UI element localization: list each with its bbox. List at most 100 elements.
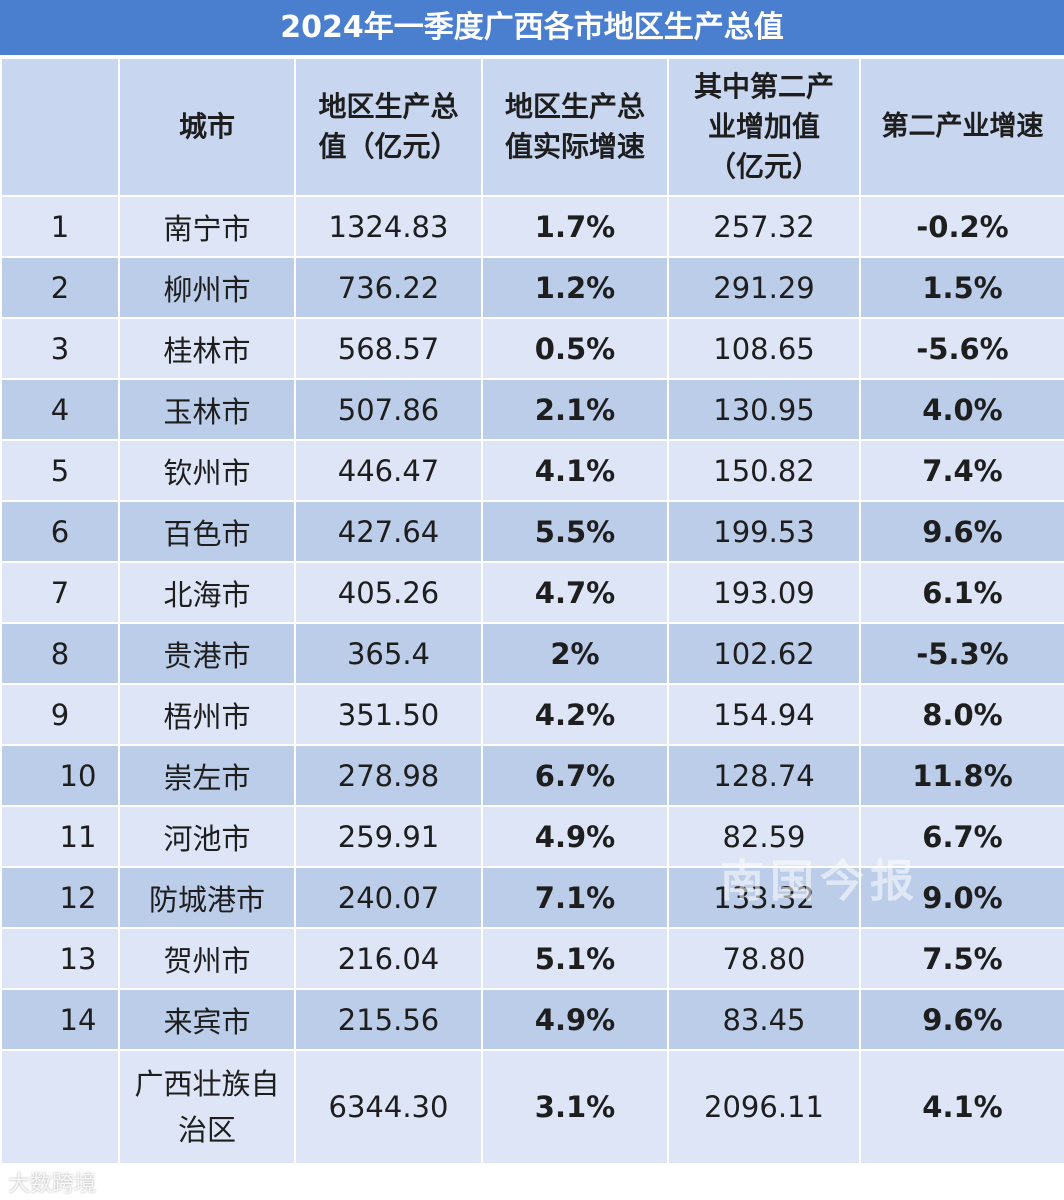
- cell-secondary-growth: 6.1%: [859, 561, 1064, 624]
- table-row: 7 北海市 405.26 4.7% 193.09 6.1%: [0, 561, 1064, 624]
- cell-gdp: 1324.83: [294, 195, 483, 258]
- cell-secondary: 154.94: [667, 683, 861, 746]
- cell-gdp-growth: 4.9%: [481, 805, 669, 868]
- table-row: 13 贺州市 216.04 5.1% 78.80 7.5%: [0, 927, 1064, 990]
- cell-secondary: 128.74: [667, 744, 861, 807]
- cell-city: 贵港市: [118, 622, 296, 685]
- header-secondary-growth-label: 第二产业增速: [881, 111, 1044, 142]
- table-header-row: 城市 地区生产总值（亿元） 地区生产总值实际增速 其中第二产业增加值（亿元） 第…: [0, 57, 1064, 197]
- cell-secondary-growth: 8.0%: [859, 683, 1064, 746]
- table-row: 5 钦州市 446.47 4.1% 150.82 7.4%: [0, 439, 1064, 502]
- cell-city: 河池市: [118, 805, 296, 868]
- cell-city: 桂林市: [118, 317, 296, 380]
- cell-city: 柳州市: [118, 256, 296, 319]
- cell-city: 来宾市: [118, 988, 296, 1051]
- cell-city: 钦州市: [118, 439, 296, 502]
- cell-rank: 8: [0, 622, 120, 685]
- cell-secondary-growth: 11.8%: [859, 744, 1064, 807]
- table-body: 1 南宁市 1324.83 1.7% 257.32 -0.2% 2 柳州市 736.22 1.2%…: [0, 195, 1064, 1165]
- cell-city: 崇左市: [118, 744, 296, 807]
- cell-secondary: 82.59: [667, 805, 861, 868]
- header-gdp-growth: 地区生产总值实际增速: [481, 57, 669, 197]
- cell-secondary: 108.65: [667, 317, 861, 380]
- header-secondary-label: 其中第二产业增加值（亿元）: [693, 70, 834, 183]
- cell-secondary: 133.32: [667, 866, 861, 929]
- cell-rank: 3: [0, 317, 120, 380]
- cell-secondary-growth: -5.6%: [859, 317, 1064, 380]
- cell-city: 玉林市: [118, 378, 296, 441]
- table-row: 3 桂林市 568.57 0.5% 108.65 -5.6%: [0, 317, 1064, 380]
- cell-rank: 9: [0, 683, 120, 746]
- total-secondary-growth: 4.1%: [859, 1049, 1064, 1165]
- cell-secondary: 78.80: [667, 927, 861, 990]
- cell-gdp-growth: 4.9%: [481, 988, 669, 1051]
- cell-rank: 6: [0, 500, 120, 563]
- newspaper-watermark: 南国今报: [720, 856, 920, 907]
- cell-gdp: 351.50: [294, 683, 483, 746]
- table-row: 1 南宁市 1324.83 1.7% 257.32 -0.2%: [0, 195, 1064, 258]
- cell-rank: 12: [0, 866, 120, 929]
- table-row: 12 防城港市 240.07 7.1% 133.32 9.0%: [0, 866, 1064, 929]
- cell-gdp: 736.22: [294, 256, 483, 319]
- table-row: 11 河池市 259.91 4.9% 82.59 6.7%: [0, 805, 1064, 868]
- cell-gdp: 568.57: [294, 317, 483, 380]
- table-row-total: 广西壮族自治区 6344.30 3.1% 2096.11 4.1%: [0, 1049, 1064, 1165]
- cell-secondary-growth: 6.7%: [859, 805, 1064, 868]
- header-gdp-label: 地区生产总值（亿元）: [318, 90, 459, 163]
- cell-secondary-growth: 7.5%: [859, 927, 1064, 990]
- cell-gdp-growth: 1.7%: [481, 195, 669, 258]
- header-gdp-growth-label: 地区生产总值实际增速: [504, 90, 645, 163]
- cell-gdp-growth: 4.1%: [481, 439, 669, 502]
- header-secondary-growth: 第二产业增速: [859, 57, 1064, 197]
- cell-secondary-growth: 7.4%: [859, 439, 1064, 502]
- cell-rank: 13: [0, 927, 120, 990]
- cell-gdp: 365.4: [294, 622, 483, 685]
- cell-gdp-growth: 6.7%: [481, 744, 669, 807]
- cell-rank: 7: [0, 561, 120, 624]
- cell-secondary: 102.62: [667, 622, 861, 685]
- cell-rank: 14: [0, 988, 120, 1051]
- cell-city: 防城港市: [118, 866, 296, 929]
- cell-gdp: 216.04: [294, 927, 483, 990]
- cell-gdp-growth: 5.5%: [481, 500, 669, 563]
- table-row: 8 贵港市 365.4 2% 102.62 -5.3%: [0, 622, 1064, 685]
- total-secondary: 2096.11: [667, 1049, 861, 1165]
- cell-gdp: 259.91: [294, 805, 483, 868]
- table-row: 2 柳州市 736.22 1.2% 291.29 1.5%: [0, 256, 1064, 319]
- header-rank: [0, 57, 120, 197]
- cell-gdp: 405.26: [294, 561, 483, 624]
- cell-rank: 11: [0, 805, 120, 868]
- cell-gdp-growth: 1.2%: [481, 256, 669, 319]
- cell-gdp: 278.98: [294, 744, 483, 807]
- cell-secondary-growth: -5.3%: [859, 622, 1064, 685]
- cell-secondary: 83.45: [667, 988, 861, 1051]
- table-row: 4 玉林市 507.86 2.1% 130.95 4.0%: [0, 378, 1064, 441]
- cell-secondary: 130.95: [667, 378, 861, 441]
- total-city: 广西壮族自治区: [118, 1049, 296, 1165]
- table-title: 2024年一季度广西各市地区生产总值: [0, 0, 1064, 55]
- total-gdp: 6344.30: [294, 1049, 483, 1165]
- cell-gdp-growth: 5.1%: [481, 927, 669, 990]
- cell-secondary: 257.32: [667, 195, 861, 258]
- cell-secondary-growth: 9.6%: [859, 500, 1064, 563]
- cell-secondary: 150.82: [667, 439, 861, 502]
- cell-gdp-growth: 4.2%: [481, 683, 669, 746]
- cell-city: 梧州市: [118, 683, 296, 746]
- cell-rank: 2: [0, 256, 120, 319]
- cell-city: 南宁市: [118, 195, 296, 258]
- cell-secondary: 193.09: [667, 561, 861, 624]
- cell-secondary: 291.29: [667, 256, 861, 319]
- cell-secondary-growth: 1.5%: [859, 256, 1064, 319]
- cell-rank: 5: [0, 439, 120, 502]
- table-row: 6 百色市 427.64 5.5% 199.53 9.6%: [0, 500, 1064, 563]
- cell-city: 贺州市: [118, 927, 296, 990]
- cell-secondary-growth: 9.6%: [859, 988, 1064, 1051]
- total-city-label: 广西壮族自治区: [134, 1067, 280, 1147]
- source-watermark: 大数跨境: [8, 1172, 97, 1197]
- cell-gdp: 446.47: [294, 439, 483, 502]
- cell-rank: 4: [0, 378, 120, 441]
- cell-city: 百色市: [118, 500, 296, 563]
- table-row: 9 梧州市 351.50 4.2% 154.94 8.0%: [0, 683, 1064, 746]
- header-city: 城市: [118, 57, 296, 197]
- total-rank: [0, 1049, 120, 1165]
